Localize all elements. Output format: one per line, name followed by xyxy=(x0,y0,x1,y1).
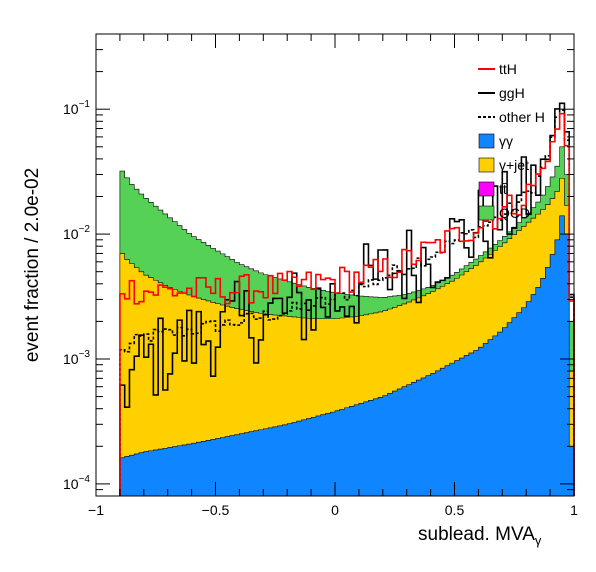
legend-fill-marker xyxy=(478,181,495,197)
legend: ttH ggH other H γγ γ+jet tt̄ QCD xyxy=(478,61,545,221)
legend-label: other H xyxy=(499,109,545,125)
legend-entry-gjet: γ+jet xyxy=(478,157,529,173)
histogram-fill-gg xyxy=(119,215,575,497)
legend-entry-gg: γγ xyxy=(478,133,513,149)
y-tick-label: 10−3 xyxy=(63,349,90,367)
legend-label: ggH xyxy=(499,85,525,101)
y-axis-title: event fraction / 2.0e-02 xyxy=(22,168,43,362)
x-tick-label: 0.5 xyxy=(445,502,465,518)
legend-entry-qcd: QCD xyxy=(478,205,530,221)
legend-entry-tt: tt̄ xyxy=(478,181,507,197)
y-tick-label: 10−4 xyxy=(63,474,90,492)
legend-entry-ggH: ggH xyxy=(478,85,525,101)
legend-entry-ttH: ttH xyxy=(478,61,517,77)
legend-label: QCD xyxy=(499,205,530,221)
legend-entry-otherH: other H xyxy=(478,109,545,125)
histogram-line-ttH xyxy=(119,112,575,496)
y-tick-exponent: −3 xyxy=(79,349,91,360)
y-tick-mantissa: 10 xyxy=(63,351,79,367)
histogram-line-ggH xyxy=(119,102,575,496)
y-tick-exponent: −2 xyxy=(79,224,91,235)
line-histograms xyxy=(119,102,575,496)
x-tick-label: −0.5 xyxy=(202,502,230,518)
axes: −1 −0.5 0 0.5 110−410−310−210−1 xyxy=(63,34,578,518)
stacked-histograms xyxy=(119,146,575,497)
legend-label: ttH xyxy=(499,61,517,77)
legend-fill-marker xyxy=(478,205,495,221)
y-tick-exponent: −4 xyxy=(79,474,91,485)
legend-fill-marker xyxy=(478,157,495,173)
x-tick-label: 0 xyxy=(331,502,339,518)
legend-label: tt̄ xyxy=(499,181,507,197)
legend-label: γ+jet xyxy=(499,157,529,173)
y-tick-mantissa: 10 xyxy=(63,476,79,492)
legend-label: γγ xyxy=(499,133,513,149)
y-tick-exponent: −1 xyxy=(79,99,91,110)
y-tick-label: 10−2 xyxy=(63,224,90,242)
legend-fill-marker xyxy=(478,133,495,149)
y-tick-mantissa: 10 xyxy=(63,101,79,117)
x-axis-title: sublead. MVAγ xyxy=(418,524,542,548)
x-axis-title-main: sublead. MVA xyxy=(418,524,535,545)
x-tick-label: −1 xyxy=(88,502,104,518)
x-tick-label: 1 xyxy=(570,502,578,518)
y-tick-label: 10−1 xyxy=(63,99,90,117)
y-tick-mantissa: 10 xyxy=(63,226,79,242)
x-axis-title-subscript: γ xyxy=(535,533,542,548)
